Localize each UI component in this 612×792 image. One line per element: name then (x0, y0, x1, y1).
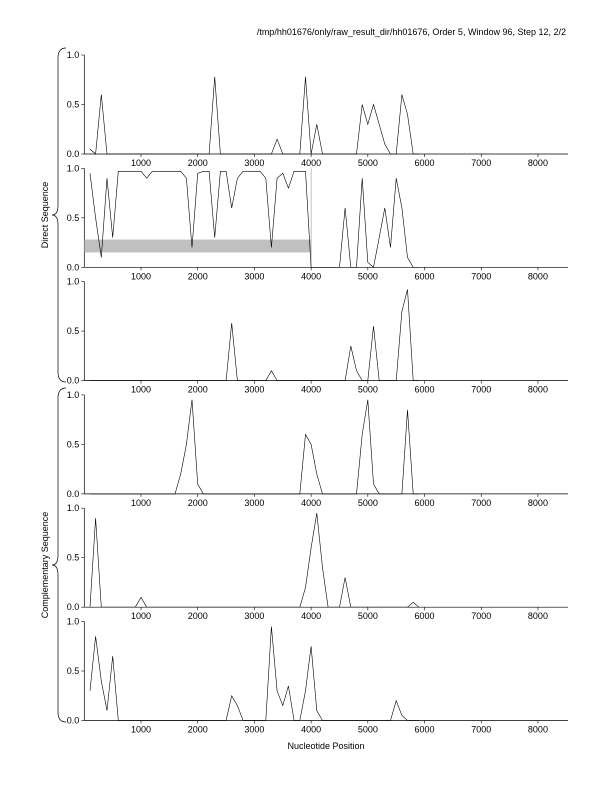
page-title: /tmp/hh01676/only/raw_result_dir/hh01676… (257, 27, 566, 37)
x-tick-label: 1000 (131, 385, 151, 395)
y-tick-label: 0.0 (67, 376, 80, 386)
x-tick-label: 7000 (471, 385, 491, 395)
y-tick-label: 0.0 (67, 602, 80, 612)
data-line (89, 76, 419, 155)
complementary-brace (51, 387, 67, 723)
y-tick-label: 0.5 (67, 213, 80, 223)
x-tick-label: 3000 (244, 158, 264, 168)
y-tick-label: 1.0 (67, 617, 80, 627)
y-tick-label: 0.0 (67, 262, 80, 272)
y-tick-label: 1.0 (67, 277, 80, 287)
x-tick-label: 1000 (131, 498, 151, 508)
x-tick-label: 7000 (471, 271, 491, 281)
x-tick-label: 6000 (415, 158, 435, 168)
x-tick-label: 4000 (301, 611, 321, 621)
complementary-label: Complementary Sequence (40, 512, 50, 619)
x-tick-label: 4000 (301, 725, 321, 735)
x-tick-label: 4000 (301, 158, 321, 168)
data-line (89, 626, 419, 721)
x-tick-label: 7000 (471, 158, 491, 168)
x-tick-label: 6000 (415, 385, 435, 395)
x-tick-label: 3000 (244, 271, 264, 281)
x-tick-label: 4000 (301, 498, 321, 508)
x-tick-label: 2000 (188, 385, 208, 395)
data-line (90, 399, 419, 495)
x-tick-label: 4000 (301, 385, 321, 395)
x-tick-label: 6000 (415, 725, 435, 735)
x-tick-label: 7000 (471, 725, 491, 735)
y-tick-label: 0.5 (67, 666, 80, 676)
x-tick-label: 4000 (301, 271, 321, 281)
direct-label: Direct Sequence (40, 182, 50, 249)
x-tick-label: 8000 (528, 158, 548, 168)
x-tick-label: 1000 (131, 611, 151, 621)
x-tick-label: 3000 (244, 385, 264, 395)
y-tick-label: 1.0 (67, 390, 80, 400)
x-tick-label: 5000 (358, 498, 378, 508)
x-tick-label: 5000 (358, 271, 378, 281)
x-tick-label: 8000 (528, 385, 548, 395)
x-tick-label: 2000 (188, 158, 208, 168)
x-tick-label: 3000 (244, 498, 264, 508)
x-tick-label: 6000 (415, 611, 435, 621)
highlight-band (84, 239, 312, 253)
y-tick-label: 0.0 (67, 149, 80, 159)
x-tick-label: 5000 (358, 611, 378, 621)
x-tick-label: 5000 (358, 385, 378, 395)
y-tick-label: 0.5 (67, 553, 80, 563)
y-tick-label: 0.0 (67, 489, 80, 499)
x-tick-label: 2000 (188, 271, 208, 281)
x-tick-label: 8000 (528, 271, 548, 281)
x-tick-label: 6000 (415, 498, 435, 508)
x-tick-label: 6000 (415, 271, 435, 281)
x-tick-label: 7000 (471, 498, 491, 508)
x-tick-label: 8000 (528, 725, 548, 735)
x-tick-label: 3000 (244, 611, 264, 621)
x-tick-label: 5000 (358, 158, 378, 168)
y-tick-label: 0.5 (67, 439, 80, 449)
data-line (90, 289, 419, 381)
x-tick-label: 7000 (471, 611, 491, 621)
x-tick-label: 1000 (131, 158, 151, 168)
x-tick-label: 1000 (131, 725, 151, 735)
x-tick-label: 1000 (131, 271, 151, 281)
y-tick-label: 0.5 (67, 100, 80, 110)
direct-brace (51, 47, 67, 383)
data-line (89, 513, 420, 608)
y-tick-label: 1.0 (67, 50, 80, 60)
x-tick-label: 8000 (528, 498, 548, 508)
y-tick-label: 0.5 (67, 326, 80, 336)
x-axis-label: Nucleotide Position (287, 741, 364, 751)
x-tick-label: 5000 (358, 725, 378, 735)
y-tick-label: 1.0 (67, 503, 80, 513)
y-tick-label: 1.0 (67, 163, 80, 173)
y-tick-label: 0.0 (67, 716, 80, 726)
x-tick-label: 2000 (188, 725, 208, 735)
data-line (89, 171, 419, 268)
x-tick-label: 3000 (244, 725, 264, 735)
x-tick-label: 2000 (188, 611, 208, 621)
x-tick-label: 2000 (188, 498, 208, 508)
x-tick-label: 8000 (528, 611, 548, 621)
